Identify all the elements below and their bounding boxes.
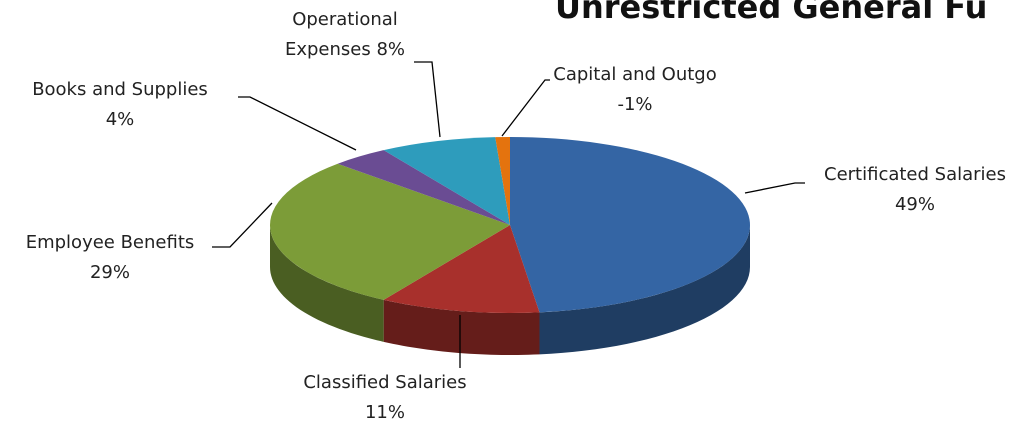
category-label: Operational Expenses xyxy=(284,9,398,60)
pie-slice xyxy=(337,150,510,225)
data-label: Capital and Outgo -1% xyxy=(535,60,735,120)
data-label: Operational Expenses 8% xyxy=(275,5,415,65)
label-box: Capital and Outgo -1% xyxy=(535,60,735,120)
label-box: Employee Benefits 29% xyxy=(0,228,220,288)
category-label: Classified Salaries xyxy=(303,372,467,393)
value-label: 11% xyxy=(364,402,405,423)
label-box: Operational Expenses 8% xyxy=(275,5,415,65)
pie-slice xyxy=(383,225,540,313)
category-label: Capital and Outgo xyxy=(553,64,717,85)
category-label: Certificated Salaries xyxy=(824,164,1006,185)
value-label: 4% xyxy=(105,109,135,130)
data-label: Books and Supplies 4% xyxy=(10,75,230,135)
leader-line xyxy=(744,182,805,194)
leader-line xyxy=(238,96,357,151)
pie-side xyxy=(539,225,750,355)
pie-side xyxy=(383,299,540,355)
leader-line xyxy=(501,79,550,137)
data-label: Employee Benefits 29% xyxy=(0,228,220,288)
value-label: 8% xyxy=(376,39,406,60)
leader-line xyxy=(212,202,273,248)
pie-slice xyxy=(495,137,510,225)
leader-line xyxy=(414,61,441,138)
label-box: Books and Supplies 4% xyxy=(10,75,230,135)
pie-slice xyxy=(510,137,751,313)
category-label: Employee Benefits xyxy=(25,232,195,253)
label-box: Certificated Salaries 49% xyxy=(800,160,1028,220)
value-label: 49% xyxy=(894,194,935,215)
value-label: -1% xyxy=(617,94,653,115)
value-label: 29% xyxy=(89,262,130,283)
pie-slice xyxy=(270,163,510,300)
pie-slice xyxy=(383,137,510,225)
label-box: Classified Salaries 11% xyxy=(275,368,495,428)
chart-title: Unrestricted General Fu xyxy=(555,0,987,26)
data-label: Classified Salaries 11% xyxy=(275,368,495,428)
data-label: Certificated Salaries 49% xyxy=(800,160,1028,220)
category-label: Books and Supplies xyxy=(32,79,208,100)
pie-side xyxy=(270,225,384,342)
